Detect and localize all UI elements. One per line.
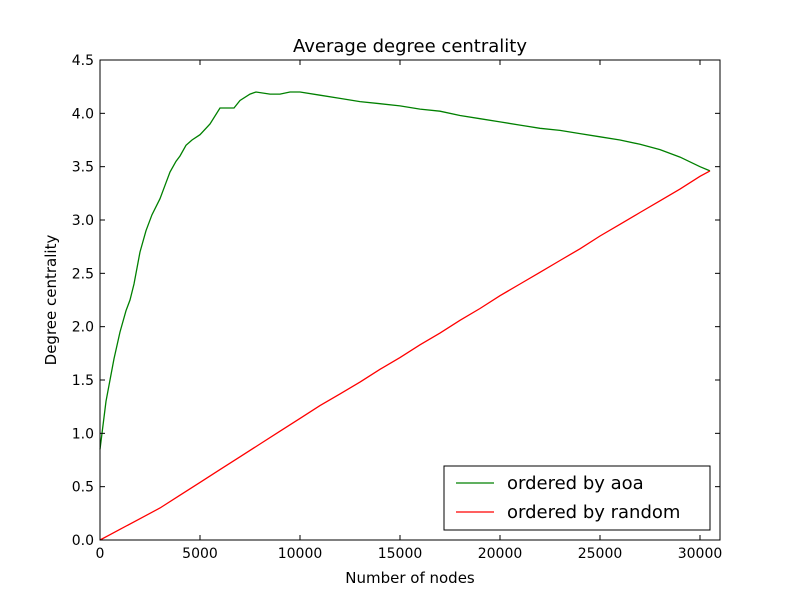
y-tick-label: 2.0 xyxy=(72,320,94,336)
chart-title: Average degree centrality xyxy=(293,36,527,57)
series-line-2 xyxy=(99,170,711,541)
x-tick-label: 20000 xyxy=(478,546,523,562)
y-tick-label: 4.5 xyxy=(72,53,94,69)
y-tick-label: 3.5 xyxy=(72,160,94,176)
series-line-1 xyxy=(99,91,711,450)
y-tick-label: 1.0 xyxy=(72,426,94,442)
legend-label-2: ordered by random xyxy=(507,502,680,523)
x-tick-label: 15000 xyxy=(378,546,423,562)
x-axis-label: Number of nodes xyxy=(345,569,475,587)
y-tick-label: 0.5 xyxy=(72,480,94,496)
plot-area: 0 5000 10000 15000 20000 25000 30000 0.0 0.5 1.0 1… xyxy=(72,53,723,562)
legend: ordered by aoa ordered by random xyxy=(443,465,711,531)
y-tick-label: 1.5 xyxy=(72,373,94,389)
legend-label-1: ordered by aoa xyxy=(507,473,644,494)
y-axis-label: Degree centrality xyxy=(42,235,60,366)
y-tick-label: 0.0 xyxy=(72,533,94,549)
axes-frame xyxy=(99,59,721,541)
y-tick-label: 4.0 xyxy=(72,106,94,122)
legend-box xyxy=(443,465,711,531)
y-tick-label: 2.5 xyxy=(72,266,94,282)
x-tick-label: 30000 xyxy=(678,546,723,562)
y-tick-label: 3.0 xyxy=(72,213,94,229)
x-tick-label: 0 xyxy=(96,546,105,562)
x-tick-label: 25000 xyxy=(578,546,623,562)
x-tick-label: 10000 xyxy=(278,546,323,562)
x-tick-label: 5000 xyxy=(182,546,218,562)
